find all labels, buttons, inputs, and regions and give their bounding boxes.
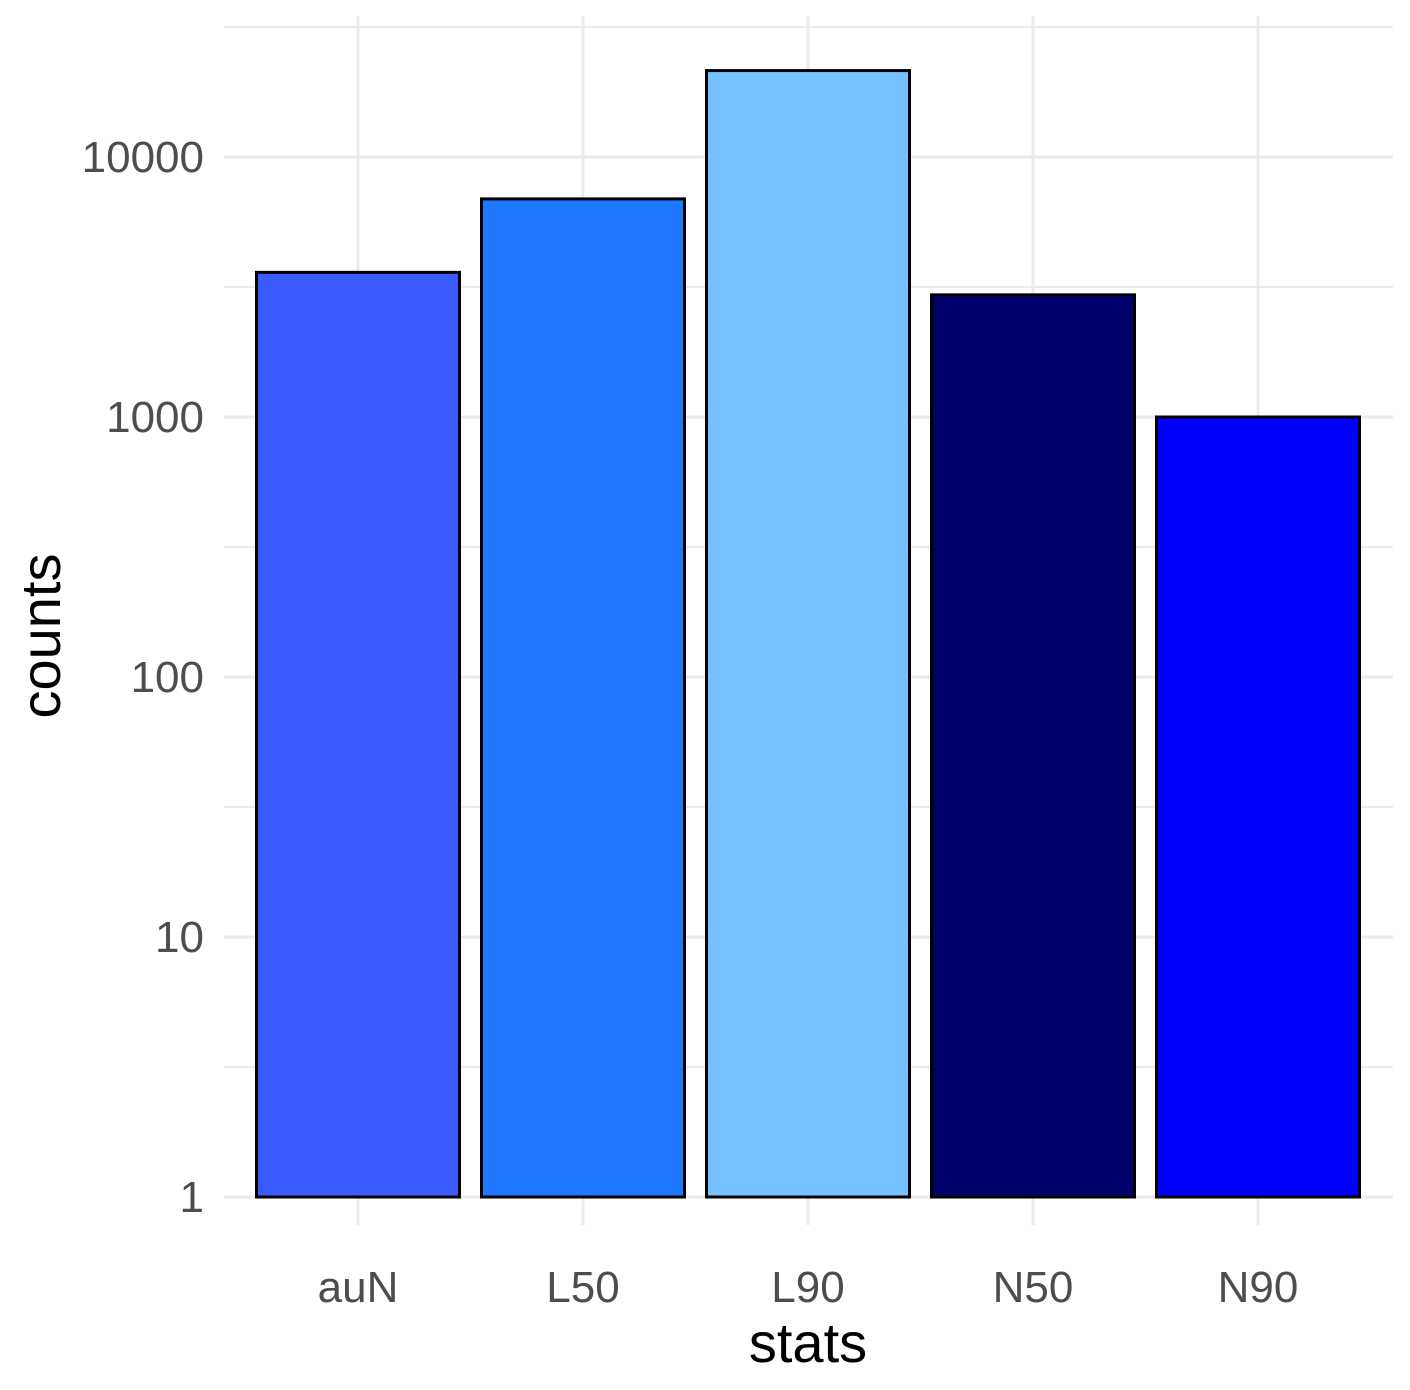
x-tick-label: N50: [993, 1263, 1074, 1312]
y-tick-label: 1000: [106, 393, 204, 442]
bar-l50: [480, 197, 686, 1199]
y-tick-label: 1: [180, 1173, 204, 1222]
bar-aun: [255, 270, 461, 1199]
x-tick-label: N90: [1218, 1263, 1299, 1312]
x-tick-label: L90: [771, 1263, 844, 1312]
bar-n90: [1155, 415, 1361, 1199]
y-tick-labels: 1 10 100 1000 10000: [82, 133, 204, 1222]
x-tick-label: auN: [318, 1263, 399, 1312]
x-axis-title: stats: [749, 1311, 867, 1374]
y-axis-title: counts: [9, 554, 72, 719]
x-tick-label: L50: [546, 1263, 619, 1312]
x-tick-labels: auN L50 L90 N50 N90: [318, 1263, 1299, 1312]
bar-l90: [705, 69, 911, 1199]
y-tick-label: 10000: [82, 133, 204, 182]
y-tick-label: 100: [131, 653, 204, 702]
y-tick-label: 10: [155, 913, 204, 962]
bar-n50: [930, 293, 1136, 1199]
bar-layer: [255, 69, 1361, 1199]
